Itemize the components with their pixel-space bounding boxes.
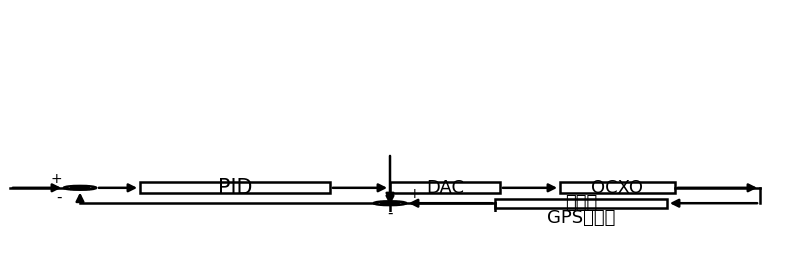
Text: -: -: [57, 190, 62, 205]
Circle shape: [64, 186, 96, 190]
Bar: [390, 183, 500, 193]
Bar: [495, 199, 667, 208]
Bar: [560, 183, 675, 193]
Text: -: -: [387, 206, 393, 220]
Bar: [140, 183, 330, 193]
Text: GPS接收机: GPS接收机: [547, 209, 615, 227]
Text: PID: PID: [218, 178, 252, 198]
Text: OCXO: OCXO: [591, 179, 643, 197]
Text: +: +: [50, 172, 62, 186]
Bar: [495, 213, 667, 222]
Text: +: +: [408, 187, 420, 201]
Circle shape: [374, 201, 406, 205]
Text: DAC: DAC: [426, 179, 464, 197]
Text: 计数器: 计数器: [565, 194, 597, 212]
